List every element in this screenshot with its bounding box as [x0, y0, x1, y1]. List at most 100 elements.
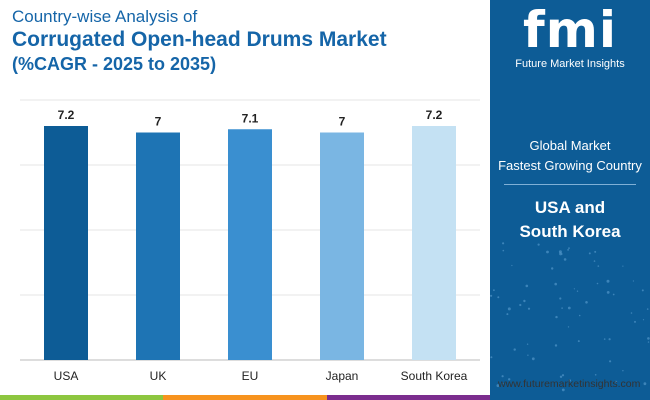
decor-dot [588, 252, 591, 255]
decor-dot [508, 378, 511, 381]
decor-dot [612, 293, 615, 296]
decor-dot [502, 242, 505, 245]
data-label: 7.2 [58, 108, 75, 122]
decor-dot [597, 265, 600, 267]
decor-dot [567, 306, 571, 310]
decor-dot [576, 290, 579, 292]
decor-dot [593, 260, 596, 262]
x-tick-label: USA [54, 369, 79, 383]
decor-dot [501, 382, 504, 385]
decor-dot [537, 243, 540, 246]
logo-letters: fmi [523, 1, 617, 59]
decor-dot [634, 320, 636, 323]
title-line-3: (%CAGR - 2025 to 2035) [12, 54, 217, 74]
decor-dot [646, 308, 649, 310]
decor-dot [561, 388, 565, 392]
decor-dot [577, 340, 580, 343]
decor-dot [609, 360, 612, 363]
decor-dot [555, 315, 558, 319]
decor-dot [622, 265, 624, 267]
decor-dot [527, 307, 531, 310]
dot-pattern-decoration [490, 242, 650, 392]
decor-dot [526, 343, 529, 345]
x-tick-label: EU [242, 369, 259, 383]
decor-dot [559, 252, 563, 256]
x-tick-label: UK [150, 369, 167, 383]
decor-dot [568, 379, 571, 382]
decor-dot [606, 279, 610, 283]
decor-dot [568, 247, 570, 250]
decor-dot [507, 307, 511, 311]
decor-dot [614, 380, 618, 383]
decor-dot [506, 313, 509, 316]
decor-dot [563, 258, 567, 261]
decor-dot [558, 250, 562, 254]
footer-bar-purple [326, 395, 490, 400]
logo-subtext: Future Market Insights [515, 58, 625, 70]
decor-dot [525, 284, 529, 288]
decor-dot [496, 384, 500, 388]
title-line-2: Corrugated Open-head Drums Market [12, 28, 387, 51]
fastest-growing-label: Fastest Growing Country [498, 158, 642, 173]
data-label: 7 [155, 115, 162, 129]
website-url: www.futuremarketinsights.com [498, 378, 641, 390]
data-label: 7 [339, 115, 346, 129]
bar-japan [320, 132, 364, 360]
decor-dot [606, 291, 610, 294]
decor-dot [523, 299, 526, 303]
global-market-label: Global Market [529, 138, 611, 153]
decor-dot [578, 314, 581, 317]
decor-dot [608, 338, 611, 341]
decor-dot [513, 348, 516, 351]
decor-dot [594, 250, 597, 253]
decor-dot [561, 307, 563, 309]
decor-dot [559, 297, 562, 300]
decor-dot [490, 294, 493, 297]
chart-title-block: Country-wise Analysis of Corrugated Open… [12, 6, 387, 76]
decor-dot [647, 337, 650, 340]
bar-usa [44, 126, 88, 360]
title-line-1: Country-wise Analysis of [12, 7, 198, 26]
decor-dot [519, 303, 522, 307]
decor-dot [559, 375, 563, 378]
decor-dot [622, 370, 624, 372]
decor-dot [501, 375, 504, 378]
decor-dot [596, 282, 599, 285]
fmi-logo: fmi Future Market Insights [490, 1, 650, 70]
decor-dot [585, 301, 588, 304]
x-tick-label: Japan [326, 369, 359, 383]
data-label: 7.2 [426, 108, 443, 122]
decor-dot [511, 264, 513, 267]
decor-dot [643, 382, 647, 386]
decor-dot [502, 249, 505, 252]
bar-eu [228, 129, 272, 360]
decor-dot [554, 344, 558, 347]
sidebar-panel: fmi Future Market Insights Global Market… [490, 0, 650, 400]
x-tick-label: South Korea [401, 369, 468, 383]
decor-dot [573, 288, 575, 290]
decor-dot [630, 312, 633, 314]
decor-dot [531, 357, 535, 361]
decor-dot [554, 282, 557, 286]
decor-dot [561, 374, 565, 377]
fastest-growing-value: USA and South Korea [490, 196, 650, 244]
value-line-1: USA and [534, 198, 606, 217]
decor-dot [527, 354, 529, 356]
decor-dot [497, 296, 500, 299]
sidebar-divider [504, 184, 636, 185]
decor-dot [642, 319, 645, 321]
decor-dot [567, 326, 570, 328]
decor-dot [551, 267, 554, 270]
footer-bar-orange [163, 395, 327, 400]
bar-chart: 7.2 USA 7 UK 7.1 EU 7 Japan 7.2 South Korea [20, 99, 480, 383]
decor-dot [546, 250, 549, 254]
value-line-2: South Korea [519, 222, 621, 241]
decor-dot [594, 374, 597, 376]
bar-uk [136, 132, 180, 360]
bar-south-korea [412, 126, 456, 360]
data-label: 7.1 [242, 111, 259, 125]
decor-dot [493, 289, 495, 292]
decor-dot [603, 338, 606, 340]
decor-dot [632, 280, 634, 282]
footer-color-bar [0, 395, 490, 400]
